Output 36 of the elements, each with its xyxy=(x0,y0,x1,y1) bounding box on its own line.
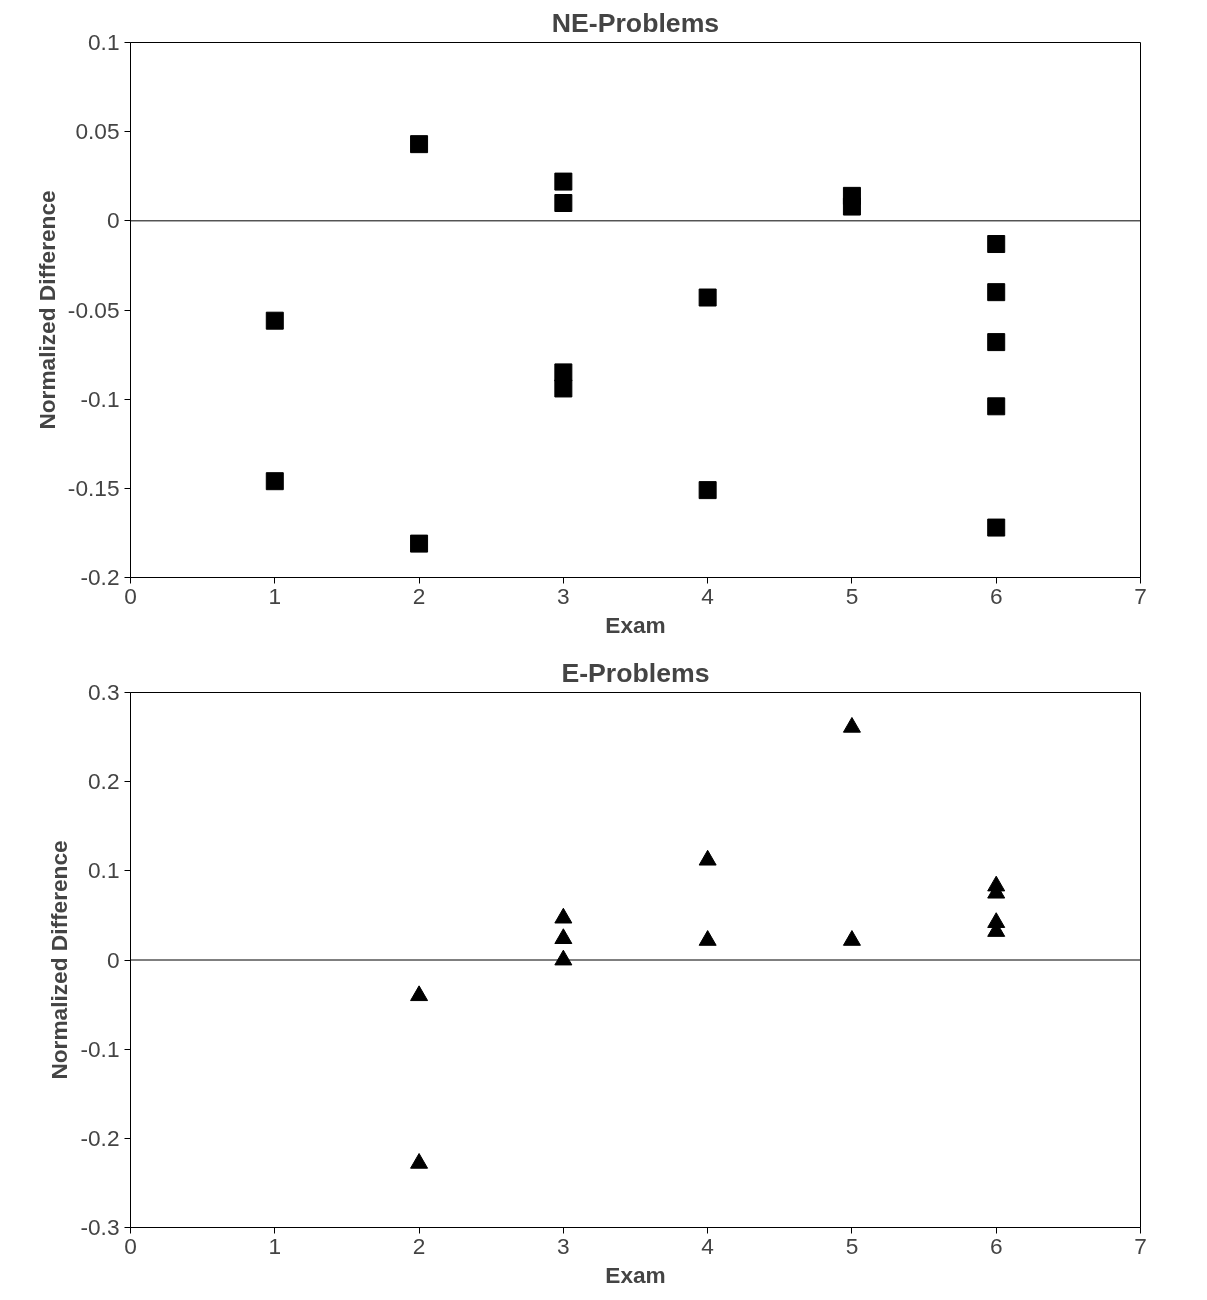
x-tick-label: 0 xyxy=(124,582,137,609)
y-tick-label: -0.3 xyxy=(80,1214,120,1240)
x-tick-label: 3 xyxy=(557,582,570,609)
x-axis-title: Exam xyxy=(605,611,666,638)
x-tick-label: 4 xyxy=(701,1232,714,1259)
y-axis-title: Normalized Difference xyxy=(33,190,60,430)
y-tick-label: 0 xyxy=(106,207,120,234)
x-tick-label: 1 xyxy=(268,1232,282,1259)
x-tick-label: 4 xyxy=(701,582,714,609)
y-tick-label: 0.3 xyxy=(88,679,120,705)
x-tick-label: 3 xyxy=(557,1232,570,1259)
chart-title: NE-Problems xyxy=(551,7,720,38)
x-tick-label: 6 xyxy=(989,1232,1003,1259)
chart-title: E-Problems xyxy=(561,657,710,688)
x-tick-label: 7 xyxy=(1134,582,1147,609)
x-tick-label: 1 xyxy=(268,582,282,609)
y-tick-label: 0.1 xyxy=(88,29,120,55)
y-tick-label: -0.1 xyxy=(80,385,120,412)
x-tick-label: 6 xyxy=(989,582,1003,609)
x-tick-label: 5 xyxy=(845,582,859,609)
y-tick-label: 0.05 xyxy=(75,118,120,145)
y-tick-label: -0.15 xyxy=(67,474,120,501)
y-tick-label: 0.2 xyxy=(88,768,120,795)
x-tick-label: 5 xyxy=(845,1232,859,1259)
y-tick-label: 0 xyxy=(106,946,120,973)
y-tick-label: -0.2 xyxy=(80,564,120,590)
y-tick-label: -0.1 xyxy=(80,1035,120,1062)
x-tick-label: 0 xyxy=(124,1232,137,1259)
x-tick-label: 2 xyxy=(412,582,426,609)
x-tick-label: 7 xyxy=(1134,1232,1147,1259)
y-axis-title: Normalized Difference xyxy=(46,840,73,1080)
y-tick-label: 0.1 xyxy=(88,857,120,884)
y-tick-label: -0.2 xyxy=(80,1124,120,1151)
y-tick-label: -0.05 xyxy=(67,296,120,323)
x-tick-label: 2 xyxy=(412,1232,426,1259)
x-axis-title: Exam xyxy=(605,1261,666,1288)
